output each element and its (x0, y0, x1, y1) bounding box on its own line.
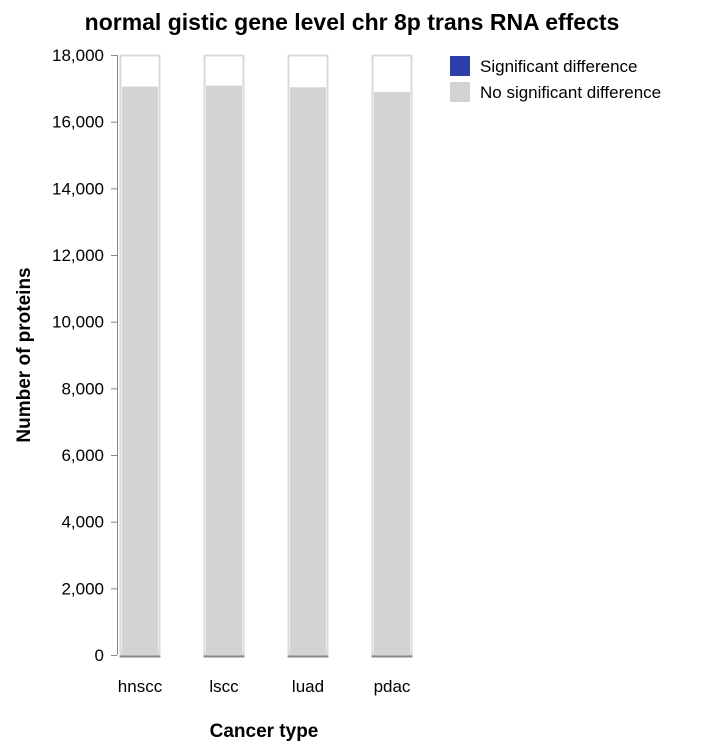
bar-hnscc-series-2 (122, 86, 158, 655)
y-tick-label: 0 (95, 646, 104, 665)
y-axis: 0 2,000 4,000 6,000 8,000 10,000 12,000 14,000 1… (52, 46, 118, 665)
legend-swatch-2 (450, 82, 470, 102)
x-axis-title: Cancer type (210, 721, 319, 742)
y-tick-label: 2,000 (61, 579, 104, 598)
x-tick-label: pdac (374, 677, 411, 696)
x-tick-label: lscc (209, 677, 239, 696)
legend-label-1: Significant difference (480, 57, 638, 76)
legend-label-2: No significant difference (480, 83, 661, 102)
bar-pdac-series-2 (374, 92, 410, 655)
bar-lscc-series-2 (206, 85, 242, 655)
legend-swatch-1 (450, 56, 470, 76)
y-axis-title: Number of proteins (14, 267, 35, 442)
x-tick-label: luad (292, 677, 324, 696)
chart-title: normal gistic gene level chr 8p trans RN… (85, 9, 620, 35)
y-tick-label: 4,000 (61, 513, 104, 532)
y-tick-label: 6,000 (61, 446, 104, 465)
y-tick-label: 18,000 (52, 46, 104, 65)
x-tick-label: hnscc (118, 677, 163, 696)
y-tick-label: 16,000 (52, 113, 104, 132)
y-tick-label: 12,000 (52, 246, 104, 265)
y-tick-label: 10,000 (52, 313, 104, 332)
x-axis: hnscc lscc luad pdac (118, 677, 411, 696)
plot-area (119, 54, 413, 658)
y-tick-label: 8,000 (61, 379, 104, 398)
legend: Significant difference No significant dif… (450, 56, 661, 102)
bar-luad-series-2 (290, 87, 326, 656)
y-tick-label: 14,000 (52, 179, 104, 198)
